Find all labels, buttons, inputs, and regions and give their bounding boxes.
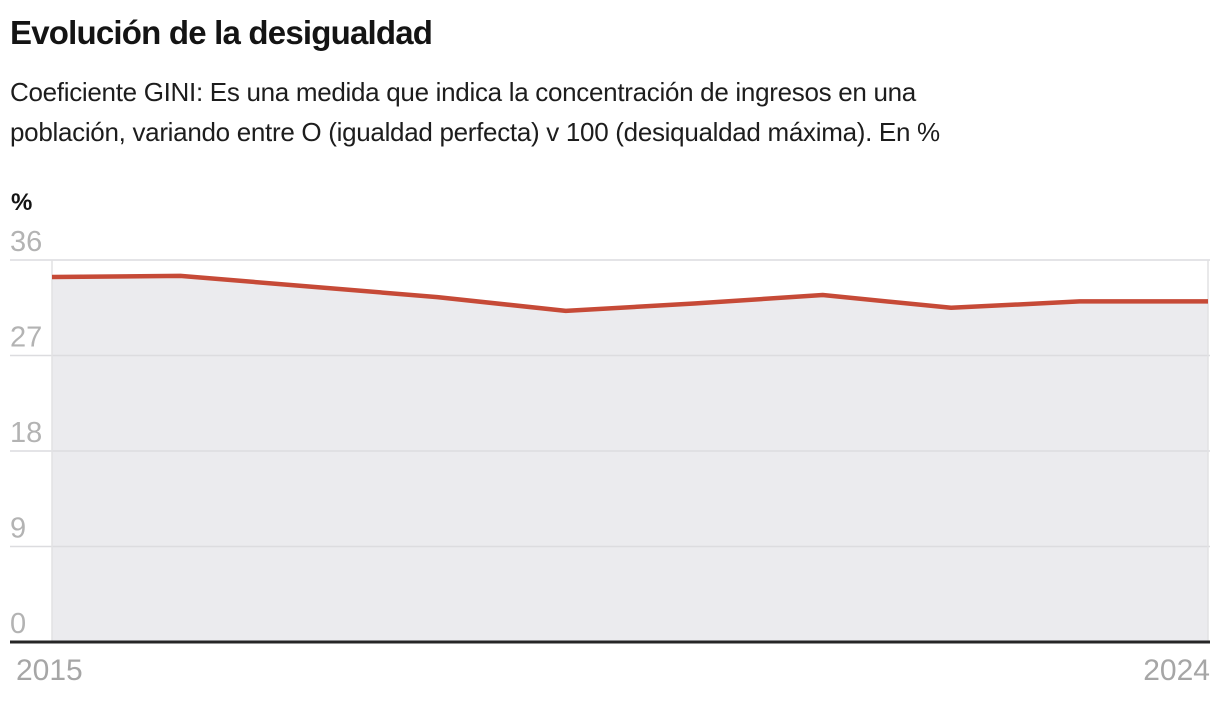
- x-axis-label-2024: 2024: [1143, 654, 1210, 687]
- chart-title: Evolución de la desigualdad: [10, 14, 433, 51]
- area-fill: [52, 275, 1208, 642]
- chart-subtitle-line-2: población, variando entre O (igualdad pe…: [10, 117, 940, 147]
- y-axis-tick-label-0: 0: [10, 608, 26, 640]
- y-axis-tick-label-18: 18: [10, 417, 42, 449]
- chart-subtitle-line-1: Coeficiente GINI: Es una medida que indi…: [10, 77, 916, 107]
- y-axis-tick-label-27: 27: [10, 322, 42, 354]
- y-axis-tick-label-36: 36: [10, 226, 42, 258]
- y-axis-unit-label: %: [11, 189, 32, 216]
- y-axis-tick-label-9: 9: [10, 513, 26, 545]
- x-axis-label-2015: 2015: [16, 654, 83, 687]
- chart-canvas: 36 27 18 9 0% 2015 2024: [10, 189, 1210, 687]
- chart-header: Evolución de la desigualdad Coeficiente …: [0, 0, 1220, 152]
- gini-area-chart: 36 27 18 9 0% 2015 2024: [0, 180, 1220, 696]
- gini-line: [51, 273, 1208, 314]
